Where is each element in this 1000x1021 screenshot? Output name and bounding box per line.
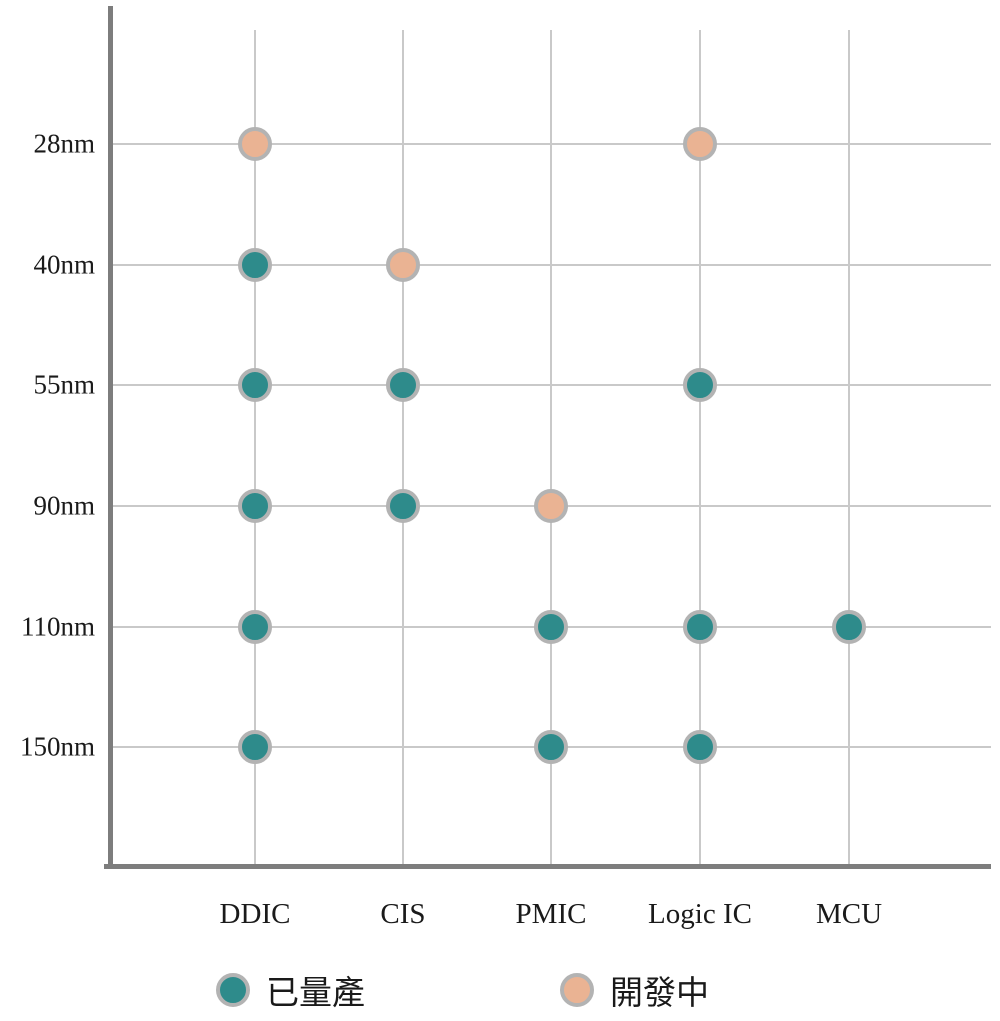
- data-point-ddic-28nm-development: [238, 127, 272, 161]
- y-tick-label-90nm: 90nm: [33, 490, 95, 521]
- data-point-cis-40nm-development: [386, 248, 420, 282]
- x-tick-label-pmic: PMIC: [515, 898, 587, 930]
- legend-label-development: 開發中: [610, 976, 709, 1012]
- data-point-ddic-40nm-production: [238, 248, 272, 282]
- gridline-horizontal: [108, 264, 991, 266]
- legend-item-production: 已量產: [216, 966, 365, 1014]
- data-point-ddic-110nm-production: [238, 610, 272, 644]
- legend-item-development: 開發中: [560, 966, 709, 1014]
- gridline-horizontal: [108, 384, 991, 386]
- y-tick-label-40nm: 40nm: [33, 249, 95, 280]
- data-point-logic-ic-55nm-production: [683, 368, 717, 402]
- gridline-horizontal: [108, 143, 991, 145]
- y-tick-label-150nm: 150nm: [19, 731, 95, 762]
- y-tick-label-55nm: 55nm: [33, 369, 95, 400]
- data-point-logic-ic-28nm-development: [683, 127, 717, 161]
- data-point-ddic-90nm-production: [238, 489, 272, 523]
- data-point-cis-90nm-production: [386, 489, 420, 523]
- gridline-vertical: [550, 30, 552, 864]
- y-tick-label-28nm: 28nm: [33, 128, 95, 159]
- data-point-ddic-55nm-production: [238, 368, 272, 402]
- data-point-cis-55nm-production: [386, 368, 420, 402]
- x-axis: [104, 864, 991, 869]
- data-point-pmic-90nm-development: [534, 489, 568, 523]
- data-point-ddic-150nm-production: [238, 730, 272, 764]
- data-point-mcu-110nm-production: [832, 610, 866, 644]
- y-axis: [108, 6, 113, 869]
- x-tick-label-logic-ic: Logic IC: [648, 898, 752, 930]
- production-dot-icon: [216, 973, 250, 1007]
- x-tick-label-mcu: MCU: [815, 898, 883, 930]
- data-point-pmic-150nm-production: [534, 730, 568, 764]
- gridline-vertical: [402, 30, 404, 864]
- x-tick-label-ddic: DDIC: [219, 898, 291, 930]
- y-tick-label-110nm: 110nm: [21, 611, 95, 642]
- data-point-logic-ic-110nm-production: [683, 610, 717, 644]
- data-point-logic-ic-150nm-production: [683, 730, 717, 764]
- data-point-pmic-110nm-production: [534, 610, 568, 644]
- gridline-vertical: [254, 30, 256, 864]
- gridline-vertical: [699, 30, 701, 864]
- gridline-vertical: [848, 30, 850, 864]
- x-tick-label-cis: CIS: [380, 898, 426, 930]
- development-dot-icon: [560, 973, 594, 1007]
- legend-label-production: 已量產: [266, 976, 365, 1012]
